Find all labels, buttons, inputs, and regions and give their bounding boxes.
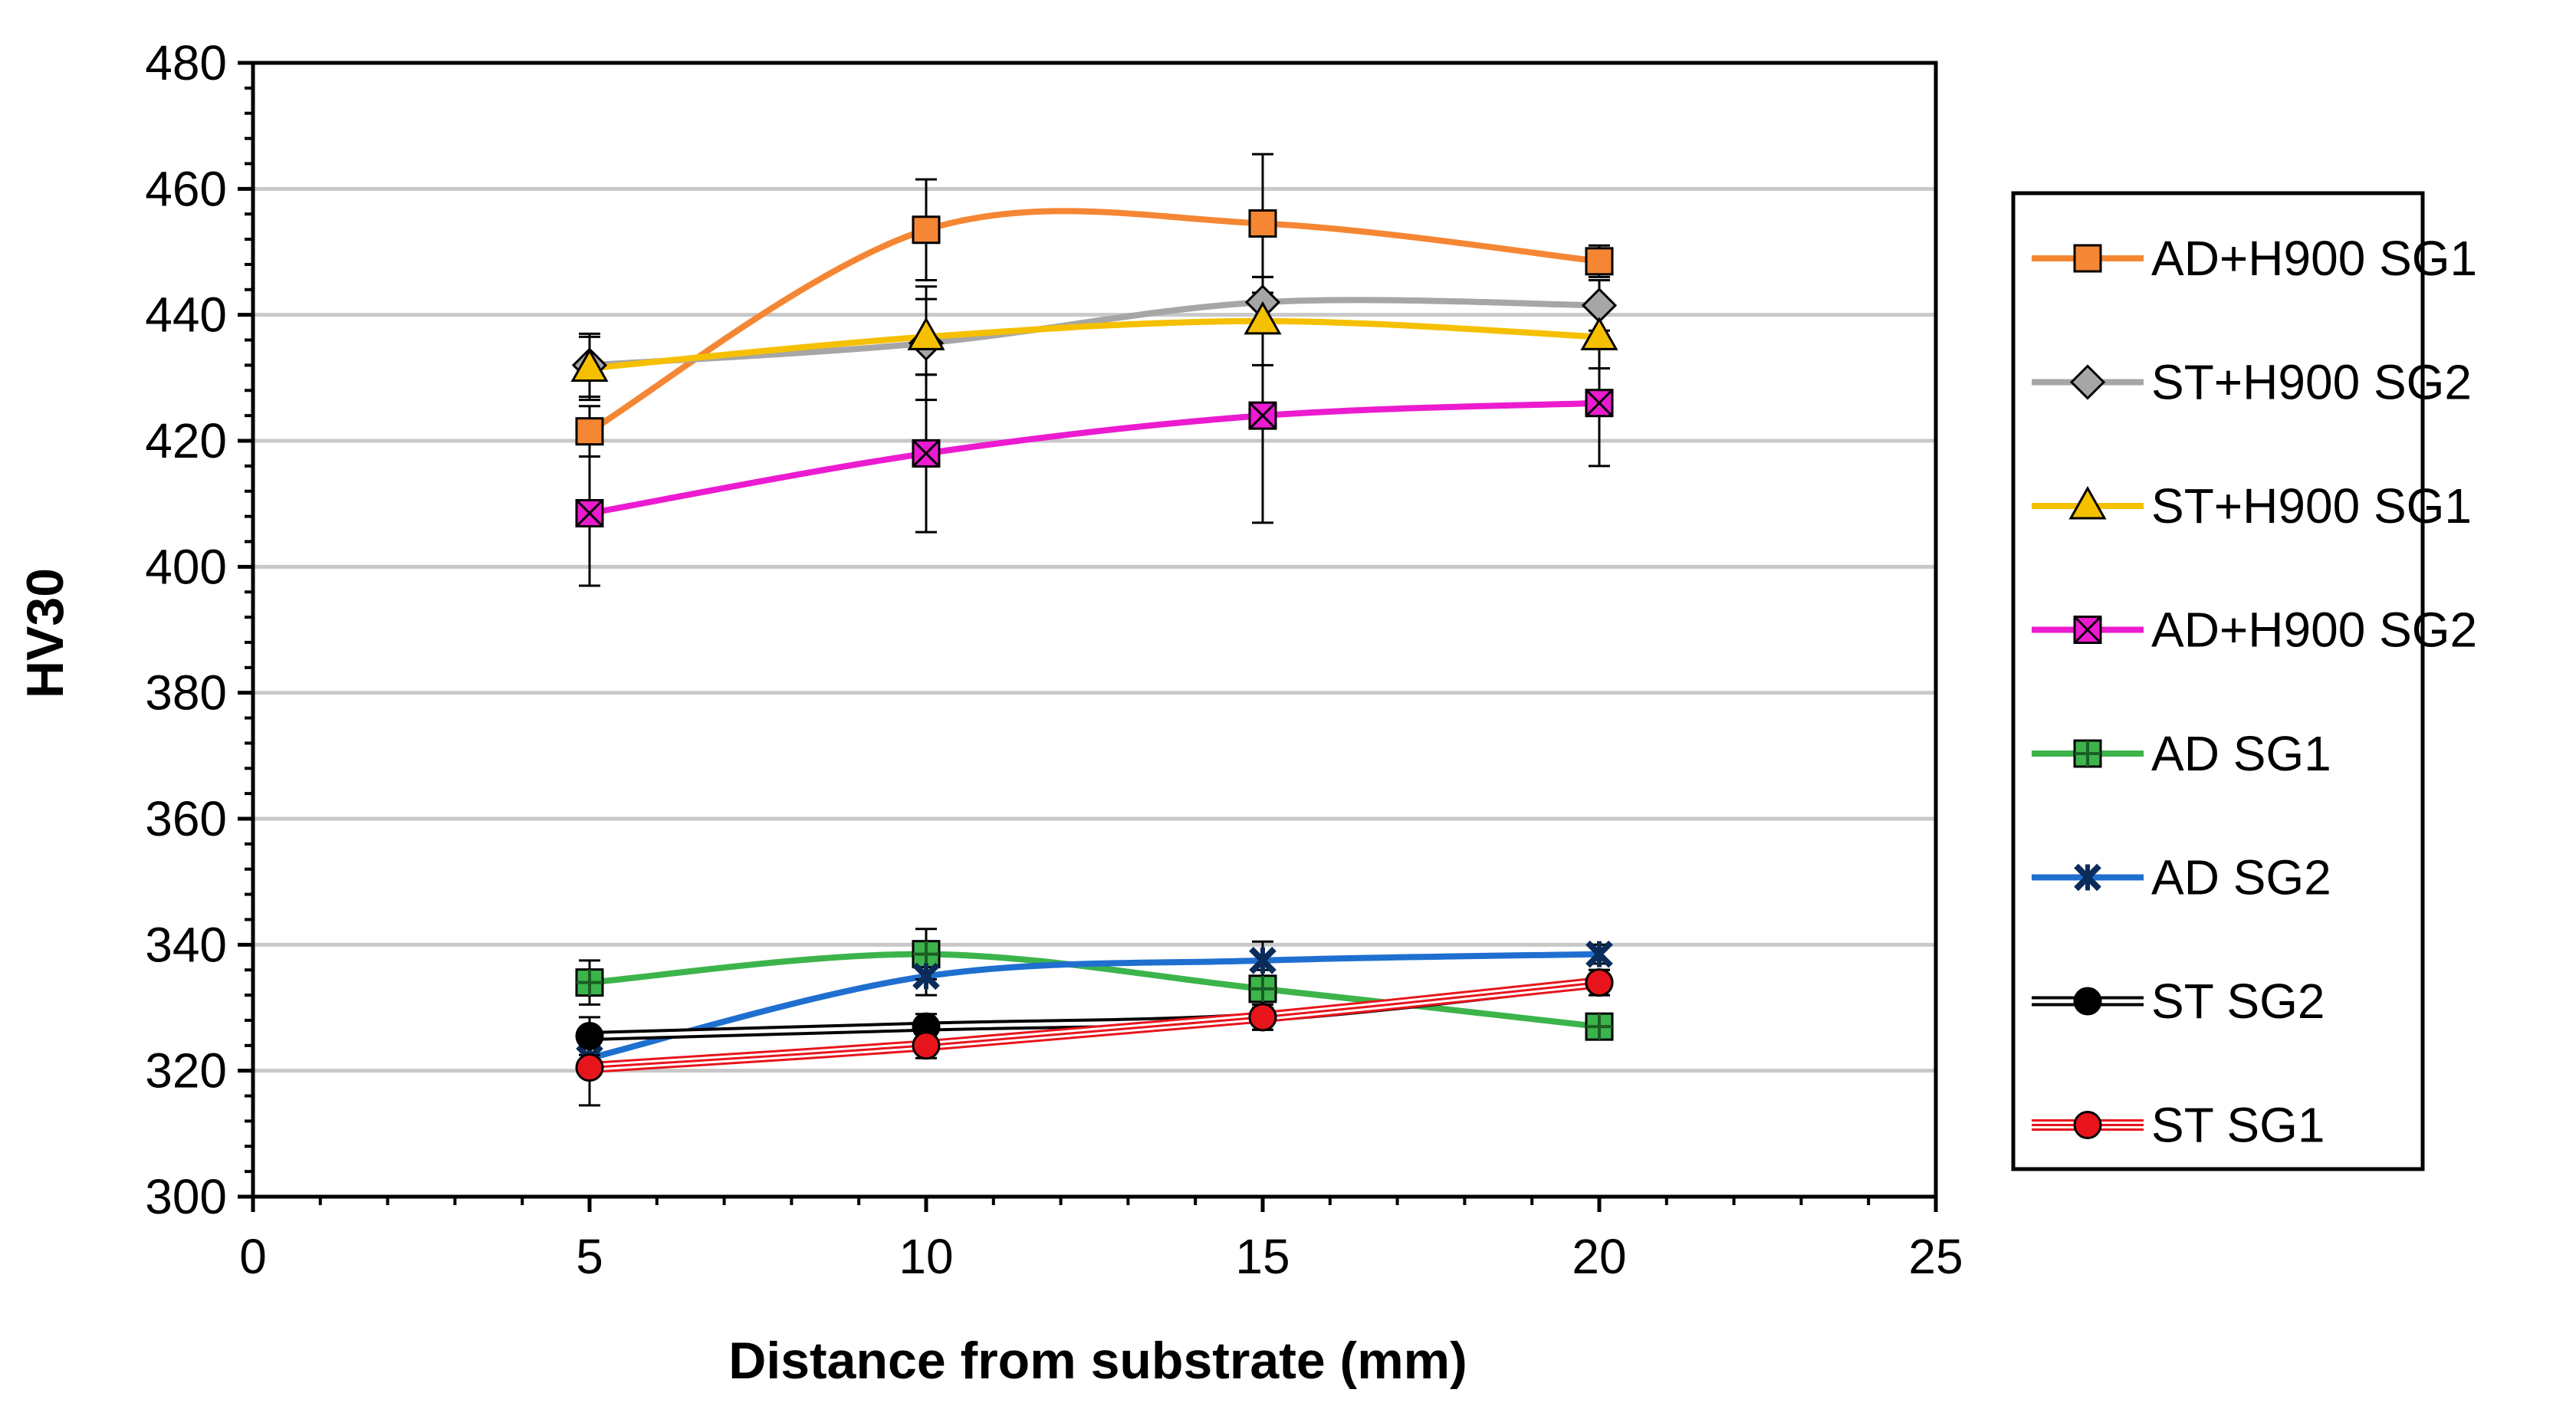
- plot-frame: [251, 61, 1938, 1199]
- data-point: [575, 498, 604, 527]
- data-point: [912, 962, 940, 990]
- legend-swatch-marker: [2073, 739, 2102, 768]
- data-point: [1585, 940, 1613, 968]
- series-line-0: [587, 208, 1600, 435]
- series-line-3: [589, 399, 1600, 517]
- y-axis-title: HV30: [16, 568, 74, 698]
- legend-swatch-marker: [2074, 863, 2101, 892]
- data-point: [575, 417, 604, 446]
- legend-label: AD SG2: [2151, 850, 2331, 905]
- legend-item: AD+H900 SG2: [2032, 603, 2477, 658]
- legend-item: AD SG2: [2032, 850, 2331, 905]
- legend-label: AD+H900 SG2: [2151, 603, 2477, 658]
- data-point: [1585, 968, 1614, 997]
- y-tick-label: 340: [145, 917, 227, 972]
- y-tick-label: 420: [145, 413, 227, 468]
- data-point: [912, 439, 941, 468]
- y-tick-label: 300: [145, 1169, 227, 1224]
- series-line-5: [589, 951, 1600, 1062]
- x-tick-label: 15: [1235, 1229, 1290, 1284]
- legend-label: AD+H900 SG1: [2151, 231, 2477, 286]
- legend-label: ST+H900 SG1: [2151, 478, 2472, 534]
- data-point: [1249, 947, 1276, 974]
- data-point: [912, 215, 941, 245]
- y-tick-label: 400: [145, 539, 227, 594]
- y-tick-label: 380: [145, 665, 227, 721]
- series-line-2: [589, 317, 1600, 372]
- x-tick-label: 25: [1908, 1229, 1963, 1284]
- series-line-1: [589, 297, 1600, 369]
- legend-label: ST SG2: [2151, 974, 2325, 1029]
- legend-item: ST+H900 SG1: [2032, 478, 2472, 534]
- legend-swatch-marker: [2073, 987, 2102, 1016]
- legend-swatch-marker: [2068, 485, 2107, 520]
- data-point: [1580, 317, 1618, 350]
- series-line-7-core: [589, 981, 1600, 1069]
- data-point: [1244, 301, 1282, 335]
- data-point: [1248, 974, 1277, 1003]
- x-axis-title: Distance from substrate (mm): [728, 1332, 1467, 1390]
- series-lines: [587, 208, 1600, 1074]
- y-tick-label: 320: [145, 1043, 227, 1099]
- legend-label: AD SG1: [2151, 726, 2331, 781]
- legend-box: [2011, 191, 2425, 1171]
- legend-item: ST+H900 SG2: [2032, 355, 2472, 410]
- legend-label: ST+H900 SG2: [2151, 355, 2472, 410]
- legend-swatch-marker: [2073, 616, 2102, 644]
- legend-item: AD SG1: [2032, 726, 2331, 781]
- series-line-4: [589, 951, 1600, 1030]
- x-tick-label: 10: [899, 1229, 953, 1284]
- x-tick-label: 0: [239, 1229, 267, 1284]
- legend-item: ST SG2: [2032, 974, 2325, 1029]
- x-tick-label: 20: [1572, 1229, 1626, 1284]
- data-point: [1585, 1012, 1614, 1041]
- axes: 300 320 340 360 380 400 420 440 460 480 0 5 10 15 20 25: [145, 35, 1963, 1284]
- data-point: [1248, 209, 1277, 238]
- y-tick-label: 440: [145, 287, 227, 343]
- data-markers: [570, 209, 1618, 1082]
- legend-swatch-marker: [2069, 364, 2106, 400]
- data-point: [912, 1031, 941, 1060]
- data-point: [575, 1021, 604, 1050]
- data-point: [1248, 401, 1277, 430]
- legend-swatch-marker: [2073, 1111, 2102, 1139]
- y-tick-label: 480: [145, 35, 227, 90]
- x-tick-label: 5: [576, 1229, 603, 1284]
- legend-item: AD+H900 SG1: [2032, 231, 2477, 286]
- data-point: [1585, 389, 1614, 418]
- data-point: [1585, 247, 1614, 276]
- legend-swatch-marker: [2073, 244, 2102, 273]
- legend: AD+H900 SG1 ST+H900 SG2 ST+H900 SG1 AD+H900…: [2011, 191, 2477, 1171]
- data-point: [570, 348, 609, 383]
- data-point: [575, 968, 604, 997]
- y-tick-label: 460: [145, 161, 227, 216]
- data-point: [907, 317, 945, 350]
- legend-item: ST SG1: [2032, 1098, 2325, 1153]
- legend-label: ST SG1: [2151, 1098, 2325, 1153]
- data-point: [575, 1053, 604, 1082]
- data-point: [1248, 1003, 1277, 1032]
- y-tick-label: 360: [145, 791, 227, 846]
